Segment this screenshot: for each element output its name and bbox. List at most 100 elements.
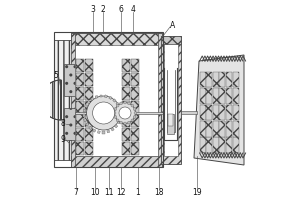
Bar (206, 88, 212, 104)
Bar (167, 114, 174, 134)
Text: 1: 1 (136, 188, 140, 197)
Bar (71, 33, 162, 48)
Bar (200, 72, 206, 87)
Bar (168, 114, 173, 126)
Bar (76, 59, 84, 72)
Bar (219, 105, 225, 120)
Bar (85, 128, 93, 141)
Bar (76, 142, 84, 155)
Bar (85, 59, 93, 72)
Circle shape (120, 102, 122, 105)
Circle shape (116, 119, 119, 122)
Text: 19: 19 (192, 188, 202, 197)
Text: 18: 18 (154, 188, 164, 197)
Text: A: A (170, 21, 175, 29)
Circle shape (114, 116, 117, 118)
Bar (76, 73, 84, 86)
Bar (83, 114, 86, 117)
Circle shape (128, 102, 130, 105)
Bar (131, 101, 139, 114)
Bar (232, 121, 238, 137)
Bar (232, 137, 238, 153)
Bar (76, 128, 84, 141)
Bar (119, 116, 122, 119)
Bar (219, 121, 225, 137)
Bar (104, 95, 107, 98)
Circle shape (116, 104, 119, 107)
Bar (122, 87, 130, 100)
Circle shape (115, 103, 135, 123)
Bar (131, 128, 139, 141)
Text: 12: 12 (116, 188, 126, 197)
Bar (158, 33, 162, 167)
Bar (213, 105, 219, 120)
Bar (213, 121, 219, 137)
Bar (85, 101, 93, 114)
Bar (122, 101, 130, 114)
Bar (76, 114, 84, 127)
Bar (164, 43, 178, 156)
Bar (213, 72, 219, 87)
Text: 8: 8 (61, 119, 65, 129)
Bar (117, 121, 120, 124)
Bar (219, 72, 225, 87)
Bar (71, 33, 75, 167)
Bar (161, 36, 181, 164)
Bar (206, 121, 212, 137)
Circle shape (93, 102, 115, 124)
Text: 3: 3 (91, 4, 95, 14)
Circle shape (124, 122, 126, 125)
Text: 6: 6 (118, 4, 123, 14)
Bar (181, 111, 197, 114)
Bar (87, 100, 90, 104)
Bar (111, 128, 114, 131)
Bar (85, 142, 93, 155)
Bar (226, 137, 232, 153)
Bar (200, 137, 206, 153)
Bar (71, 156, 162, 167)
Bar (113, 99, 116, 102)
Bar (76, 101, 84, 114)
Bar (64, 108, 78, 140)
Bar (161, 36, 181, 44)
Circle shape (131, 119, 134, 122)
Circle shape (133, 116, 136, 118)
Bar (206, 72, 212, 87)
Bar (122, 59, 130, 72)
Bar (64, 64, 78, 96)
Circle shape (124, 101, 126, 104)
Bar (122, 128, 130, 141)
Bar (95, 95, 98, 98)
Bar (122, 142, 130, 155)
Bar (219, 88, 225, 104)
Text: 11: 11 (104, 188, 114, 197)
Bar (84, 104, 88, 108)
Bar (102, 131, 105, 134)
Bar (93, 129, 96, 132)
Text: 9: 9 (61, 136, 65, 144)
Bar (232, 88, 238, 104)
Bar (226, 105, 232, 120)
Bar (114, 125, 118, 128)
Bar (76, 87, 84, 100)
Circle shape (119, 107, 131, 119)
Text: 5: 5 (53, 72, 58, 80)
Bar (84, 119, 87, 122)
Bar (131, 73, 139, 86)
Bar (91, 97, 94, 101)
Bar (85, 114, 93, 127)
Bar (98, 131, 100, 134)
Bar (206, 105, 212, 120)
Circle shape (131, 104, 134, 107)
Bar (54, 32, 163, 167)
Bar (100, 95, 102, 97)
Bar (213, 137, 219, 153)
Circle shape (120, 121, 122, 124)
Bar (116, 102, 119, 106)
Bar (107, 130, 110, 133)
Text: 4: 4 (130, 4, 135, 14)
Bar (226, 88, 232, 104)
Bar (118, 107, 121, 110)
Bar (226, 121, 232, 137)
Circle shape (134, 112, 137, 114)
